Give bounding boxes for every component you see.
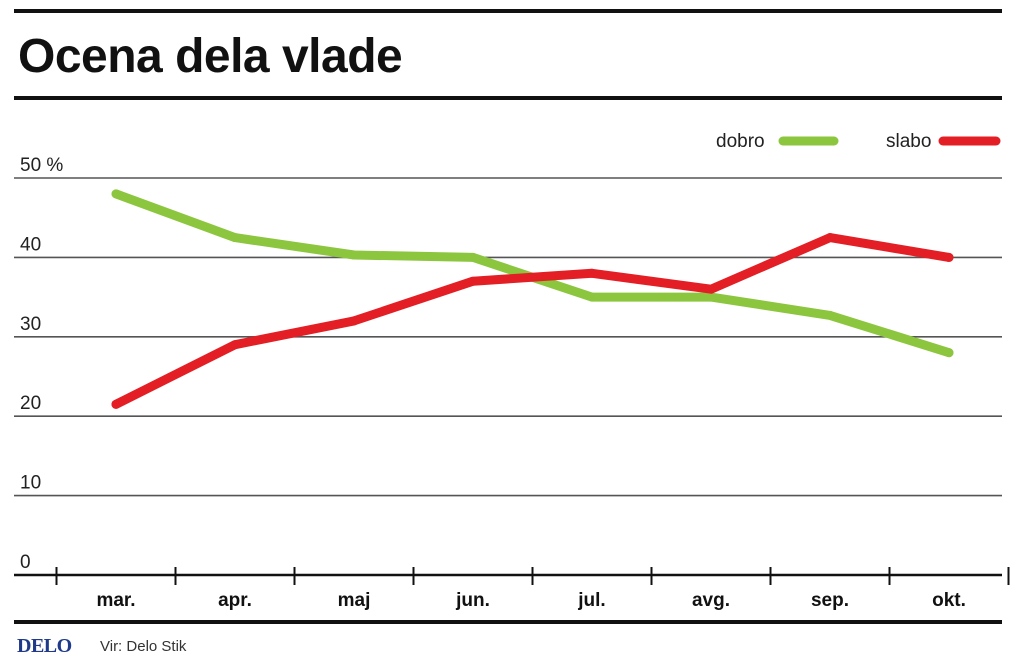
legend-label-dobro: dobro — [716, 131, 765, 152]
title-rule — [14, 96, 1002, 100]
data-point-dobro — [111, 189, 121, 199]
x-tick-label: jul. — [577, 590, 605, 611]
series — [111, 189, 954, 409]
footer-rule — [14, 620, 1002, 624]
x-tick-label: okt. — [932, 590, 966, 611]
data-point-slabo — [944, 252, 954, 262]
y-tick-label: 20 — [20, 393, 41, 414]
chart-title: Ocena dela vlade — [18, 30, 402, 83]
x-tick-label: mar. — [96, 590, 135, 611]
y-tick-label: 40 — [20, 234, 41, 255]
y-axis-ticks: 0 10 20 30 40 50 % — [20, 155, 63, 573]
data-point-dobro — [706, 292, 716, 302]
x-tick-label: apr. — [218, 590, 252, 611]
data-point-dobro — [587, 292, 597, 302]
delo-logo: DELO — [17, 635, 72, 657]
data-point-slabo — [468, 276, 478, 286]
x-tick-label: avg. — [692, 590, 730, 611]
data-point-slabo — [349, 316, 359, 326]
source-note: Vir: Delo Stik — [100, 638, 187, 655]
top-rule — [14, 9, 1002, 13]
legend: dobro slabo — [716, 131, 1001, 152]
data-point-dobro — [230, 233, 240, 243]
series-line-slabo — [111, 233, 954, 409]
y-tick-label: 30 — [20, 314, 41, 335]
data-point-slabo — [587, 268, 597, 278]
data-point-slabo — [230, 340, 240, 350]
legend-label-slabo: slabo — [886, 131, 931, 152]
data-point-dobro — [944, 348, 954, 358]
y-tick-label: 0 — [20, 552, 31, 573]
x-tick-label: jun. — [455, 590, 490, 611]
data-point-dobro — [349, 250, 359, 260]
y-tick-label: 50 % — [20, 155, 63, 176]
y-tick-label: 10 — [20, 473, 41, 494]
x-axis: mar. apr. maj jun. jul. avg. sep. okt. — [14, 567, 1010, 611]
grid — [14, 177, 1002, 497]
x-tick-label: maj — [338, 590, 371, 611]
data-point-dobro — [468, 252, 478, 262]
data-point-slabo — [706, 284, 716, 294]
data-point-slabo — [111, 399, 121, 409]
data-point-slabo — [825, 233, 835, 243]
data-point-dobro — [825, 310, 835, 320]
x-tick-label: sep. — [811, 590, 849, 611]
